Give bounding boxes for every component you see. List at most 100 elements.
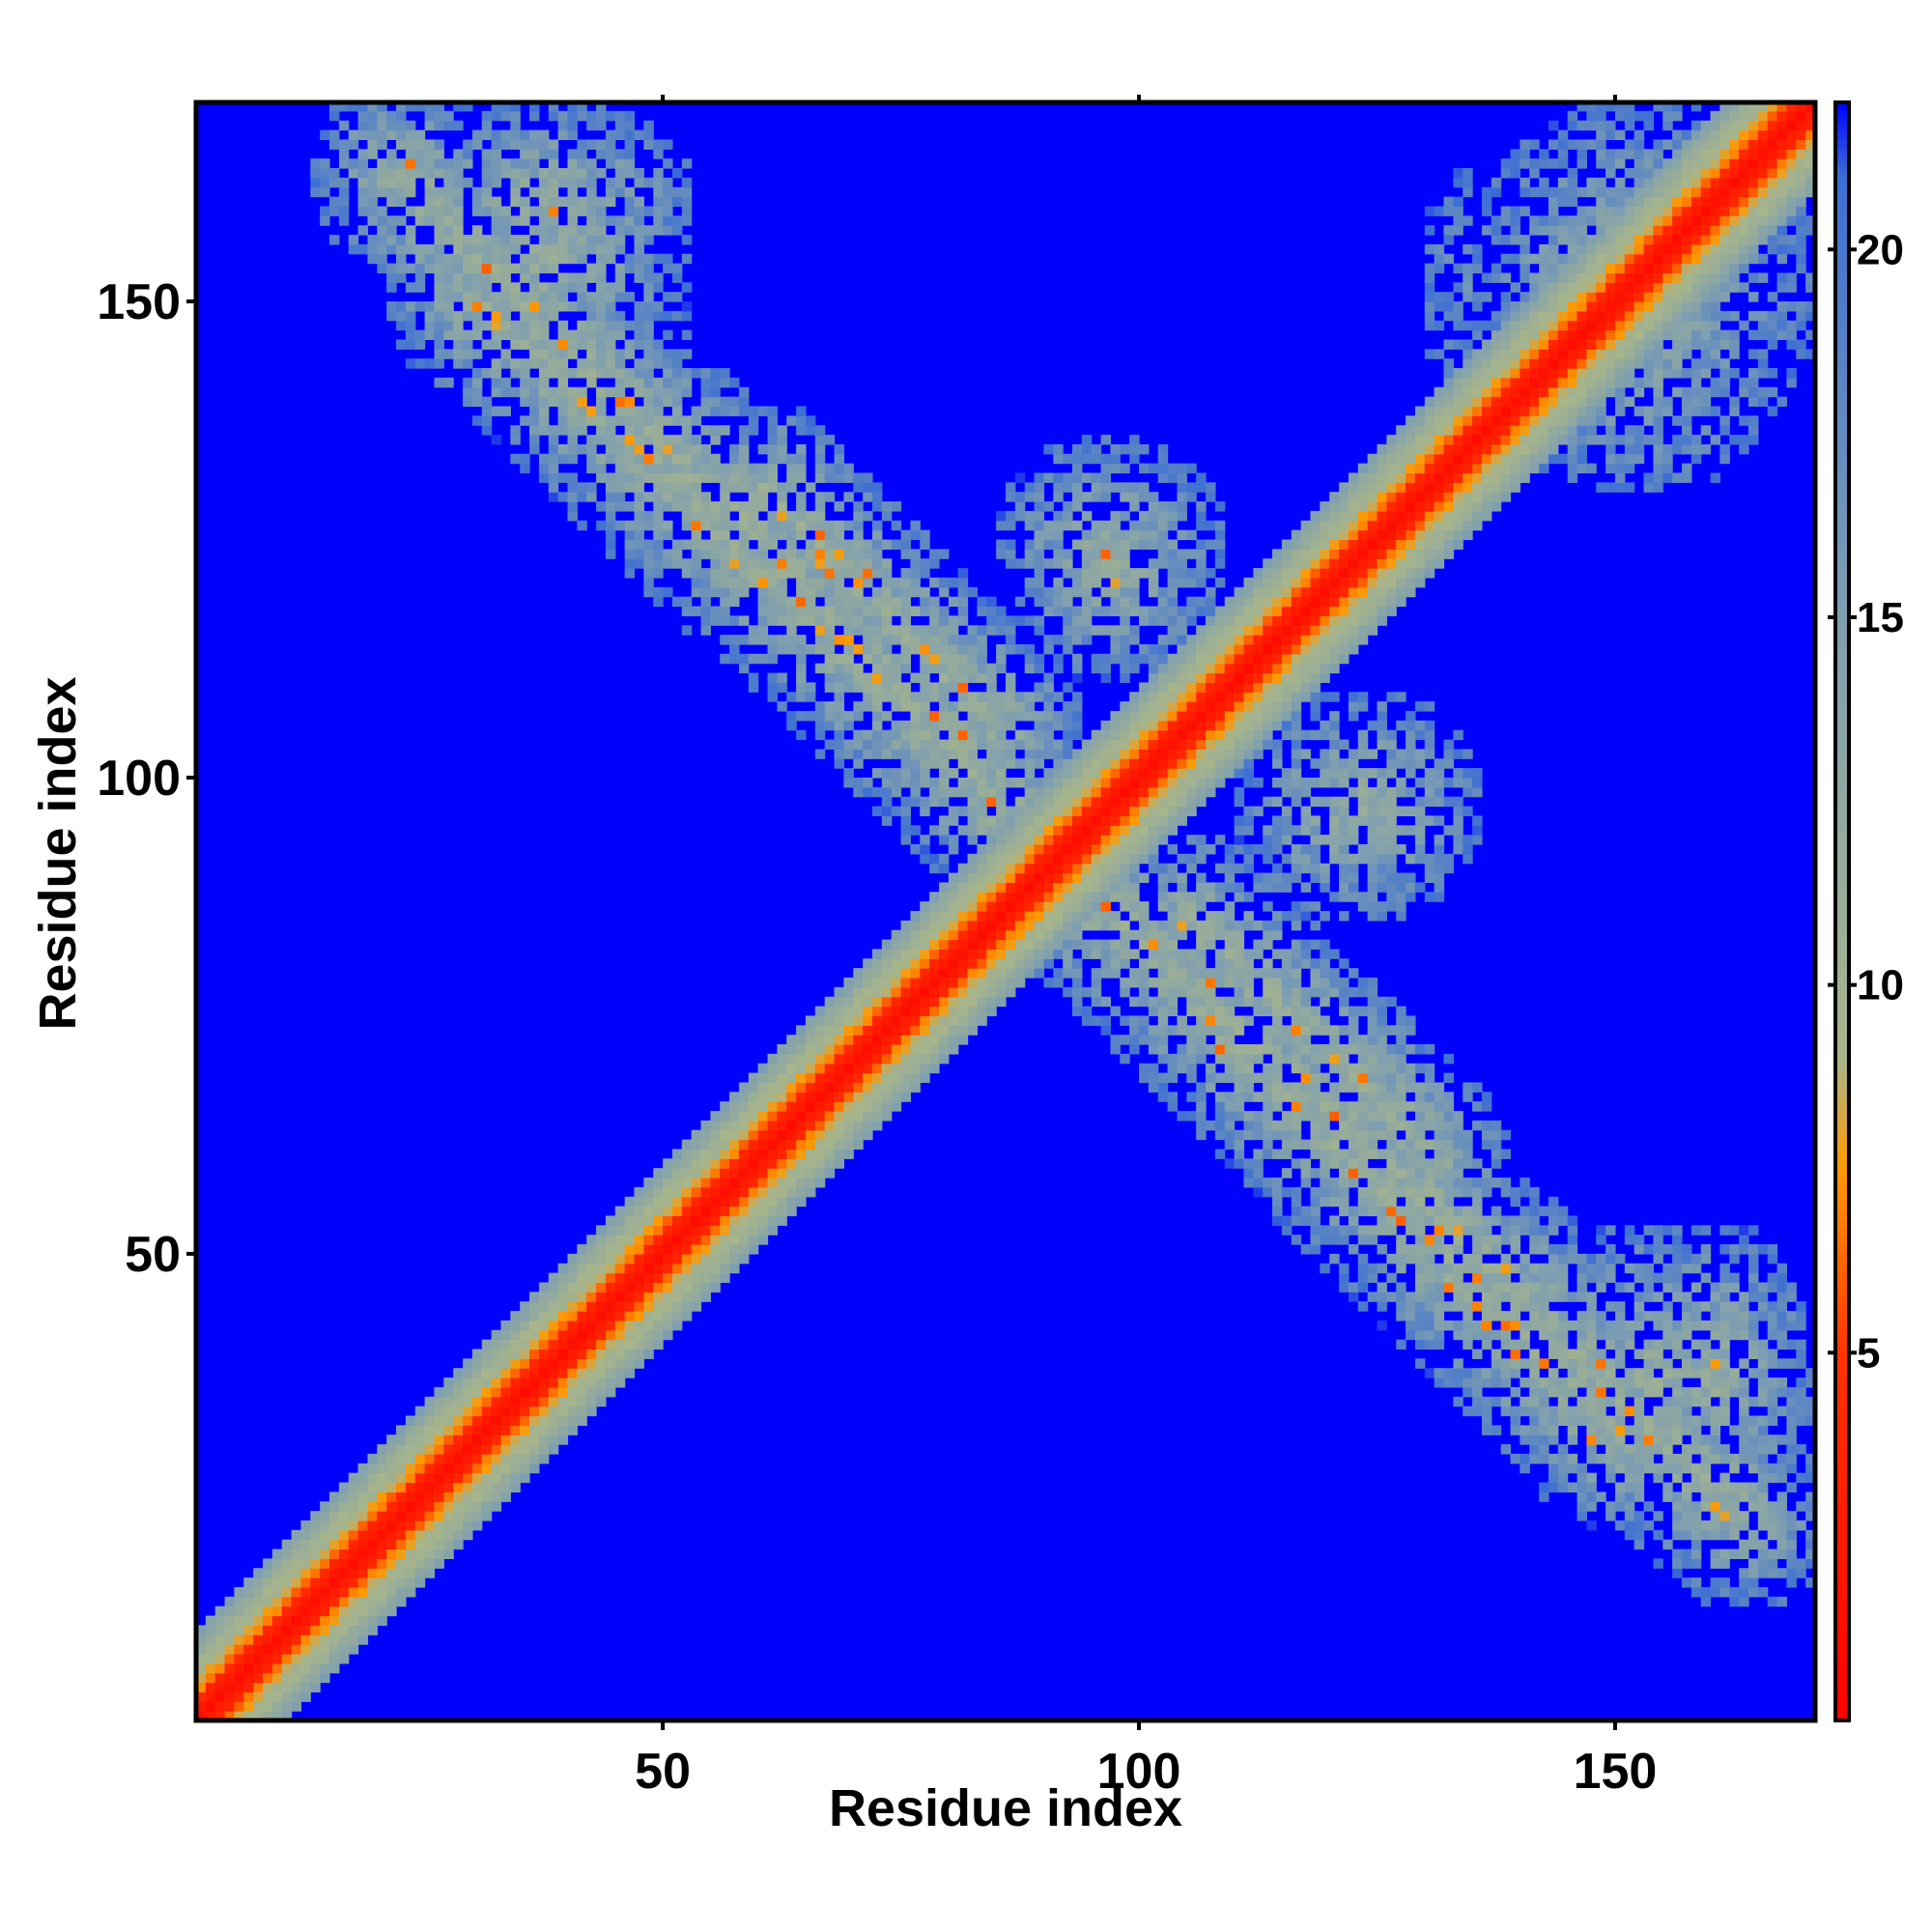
heatmap-cell xyxy=(1310,1111,1321,1122)
heatmap-cell xyxy=(1167,463,1179,474)
heatmap-cell xyxy=(1053,443,1064,455)
heatmap-cell xyxy=(1157,586,1169,598)
heatmap-cell xyxy=(1157,729,1169,741)
heatmap-cell xyxy=(881,986,893,998)
heatmap-cell xyxy=(996,835,1007,845)
heatmap-cell xyxy=(1072,863,1083,874)
heatmap-cell xyxy=(481,396,493,408)
heatmap-cell xyxy=(710,1158,721,1169)
heatmap-cell xyxy=(786,615,797,626)
heatmap-cell xyxy=(1272,1186,1283,1198)
heatmap-cell xyxy=(967,796,979,808)
heatmap-cell xyxy=(1091,911,1102,922)
heatmap-cell xyxy=(463,377,473,388)
heatmap-cell xyxy=(491,1415,502,1426)
heatmap-cell xyxy=(1186,1006,1197,1017)
heatmap-cell xyxy=(729,1186,740,1198)
heatmap-cell xyxy=(386,168,397,179)
heatmap-cell xyxy=(871,606,883,616)
heatmap-cell xyxy=(643,1339,654,1350)
heatmap-cell xyxy=(1186,835,1197,845)
heatmap-cell xyxy=(1167,1025,1179,1036)
heatmap-cell xyxy=(729,1120,740,1131)
heatmap-cell xyxy=(396,1511,407,1521)
heatmap-cell xyxy=(1120,920,1130,931)
heatmap-cell xyxy=(1091,739,1102,750)
heatmap-cell xyxy=(938,786,950,798)
heatmap-cell xyxy=(986,949,997,959)
heatmap-cell xyxy=(824,1139,836,1151)
heatmap-cell xyxy=(300,1586,311,1598)
heatmap-cell xyxy=(824,1111,836,1122)
heatmap-cell xyxy=(529,339,540,350)
heatmap-cell xyxy=(1157,1072,1169,1084)
heatmap-cell xyxy=(910,758,921,769)
heatmap-cell xyxy=(777,529,787,541)
heatmap-cell xyxy=(1063,739,1073,750)
heatmap-cell xyxy=(700,1168,711,1179)
heatmap-cell xyxy=(777,1186,787,1198)
heatmap-cell xyxy=(567,482,578,493)
heatmap-cell xyxy=(957,643,969,655)
heatmap-cell xyxy=(881,729,893,741)
heatmap-cell xyxy=(1063,835,1073,845)
heatmap-cell xyxy=(557,1320,569,1331)
heatmap-cell xyxy=(900,758,912,769)
heatmap-cell xyxy=(757,653,769,665)
heatmap-cell xyxy=(443,215,454,226)
heatmap-cell xyxy=(824,1149,836,1159)
heatmap-cell xyxy=(538,1435,550,1445)
heatmap-cell xyxy=(271,1586,283,1598)
heatmap-cell xyxy=(577,1339,587,1350)
heatmap-cell xyxy=(881,663,893,674)
heatmap-cell xyxy=(577,492,587,502)
heatmap-cell xyxy=(471,1368,483,1378)
heatmap-cell xyxy=(843,625,854,636)
heatmap-cell xyxy=(720,529,730,541)
heatmap-cell xyxy=(453,1396,464,1407)
heatmap-cell xyxy=(814,1015,826,1026)
heatmap-cell xyxy=(424,1444,436,1455)
heatmap-cell xyxy=(1263,958,1273,969)
heatmap-cell xyxy=(1157,549,1169,559)
heatmap-cell xyxy=(481,320,493,331)
heatmap-cell xyxy=(653,501,664,512)
heatmap-cell xyxy=(824,539,836,550)
heatmap-cell xyxy=(567,1368,578,1378)
heatmap-cell xyxy=(1157,558,1169,569)
heatmap-cell xyxy=(367,1605,378,1617)
heatmap-cell xyxy=(1110,596,1121,608)
heatmap-cell xyxy=(653,1196,664,1208)
heatmap-cell xyxy=(757,472,769,483)
heatmap-cell xyxy=(396,120,407,131)
heatmap-cell xyxy=(577,415,587,426)
heatmap-cell xyxy=(1177,568,1187,579)
heatmap-cell xyxy=(1006,682,1016,693)
heatmap-cell xyxy=(653,1339,664,1350)
heatmap-cell xyxy=(1300,539,1312,550)
heatmap-cell xyxy=(357,1529,369,1541)
heatmap-cell xyxy=(1034,529,1045,541)
heatmap-cell xyxy=(748,463,759,474)
heatmap-cell xyxy=(1186,853,1197,865)
heatmap-cell xyxy=(291,1539,302,1550)
heatmap-cell xyxy=(520,1368,530,1378)
heatmap-cell xyxy=(434,1386,444,1398)
heatmap-cell xyxy=(710,1263,721,1274)
heatmap-cell xyxy=(863,996,873,1008)
heatmap-cell xyxy=(871,635,883,645)
heatmap-cell xyxy=(843,749,854,759)
heatmap-cell xyxy=(1072,463,1083,474)
heatmap-cell xyxy=(424,168,436,179)
heatmap-cell xyxy=(996,606,1007,616)
heatmap-cell xyxy=(529,396,540,408)
heatmap-cell xyxy=(796,1072,807,1084)
heatmap-cell xyxy=(434,1415,444,1426)
heatmap-cell xyxy=(663,139,673,150)
heatmap-cell xyxy=(938,625,950,636)
heatmap-cell xyxy=(271,1558,283,1569)
heatmap-cell xyxy=(1177,758,1187,769)
heatmap-cell xyxy=(777,701,787,712)
heatmap-cell xyxy=(910,606,921,616)
heatmap-cell xyxy=(786,606,797,616)
